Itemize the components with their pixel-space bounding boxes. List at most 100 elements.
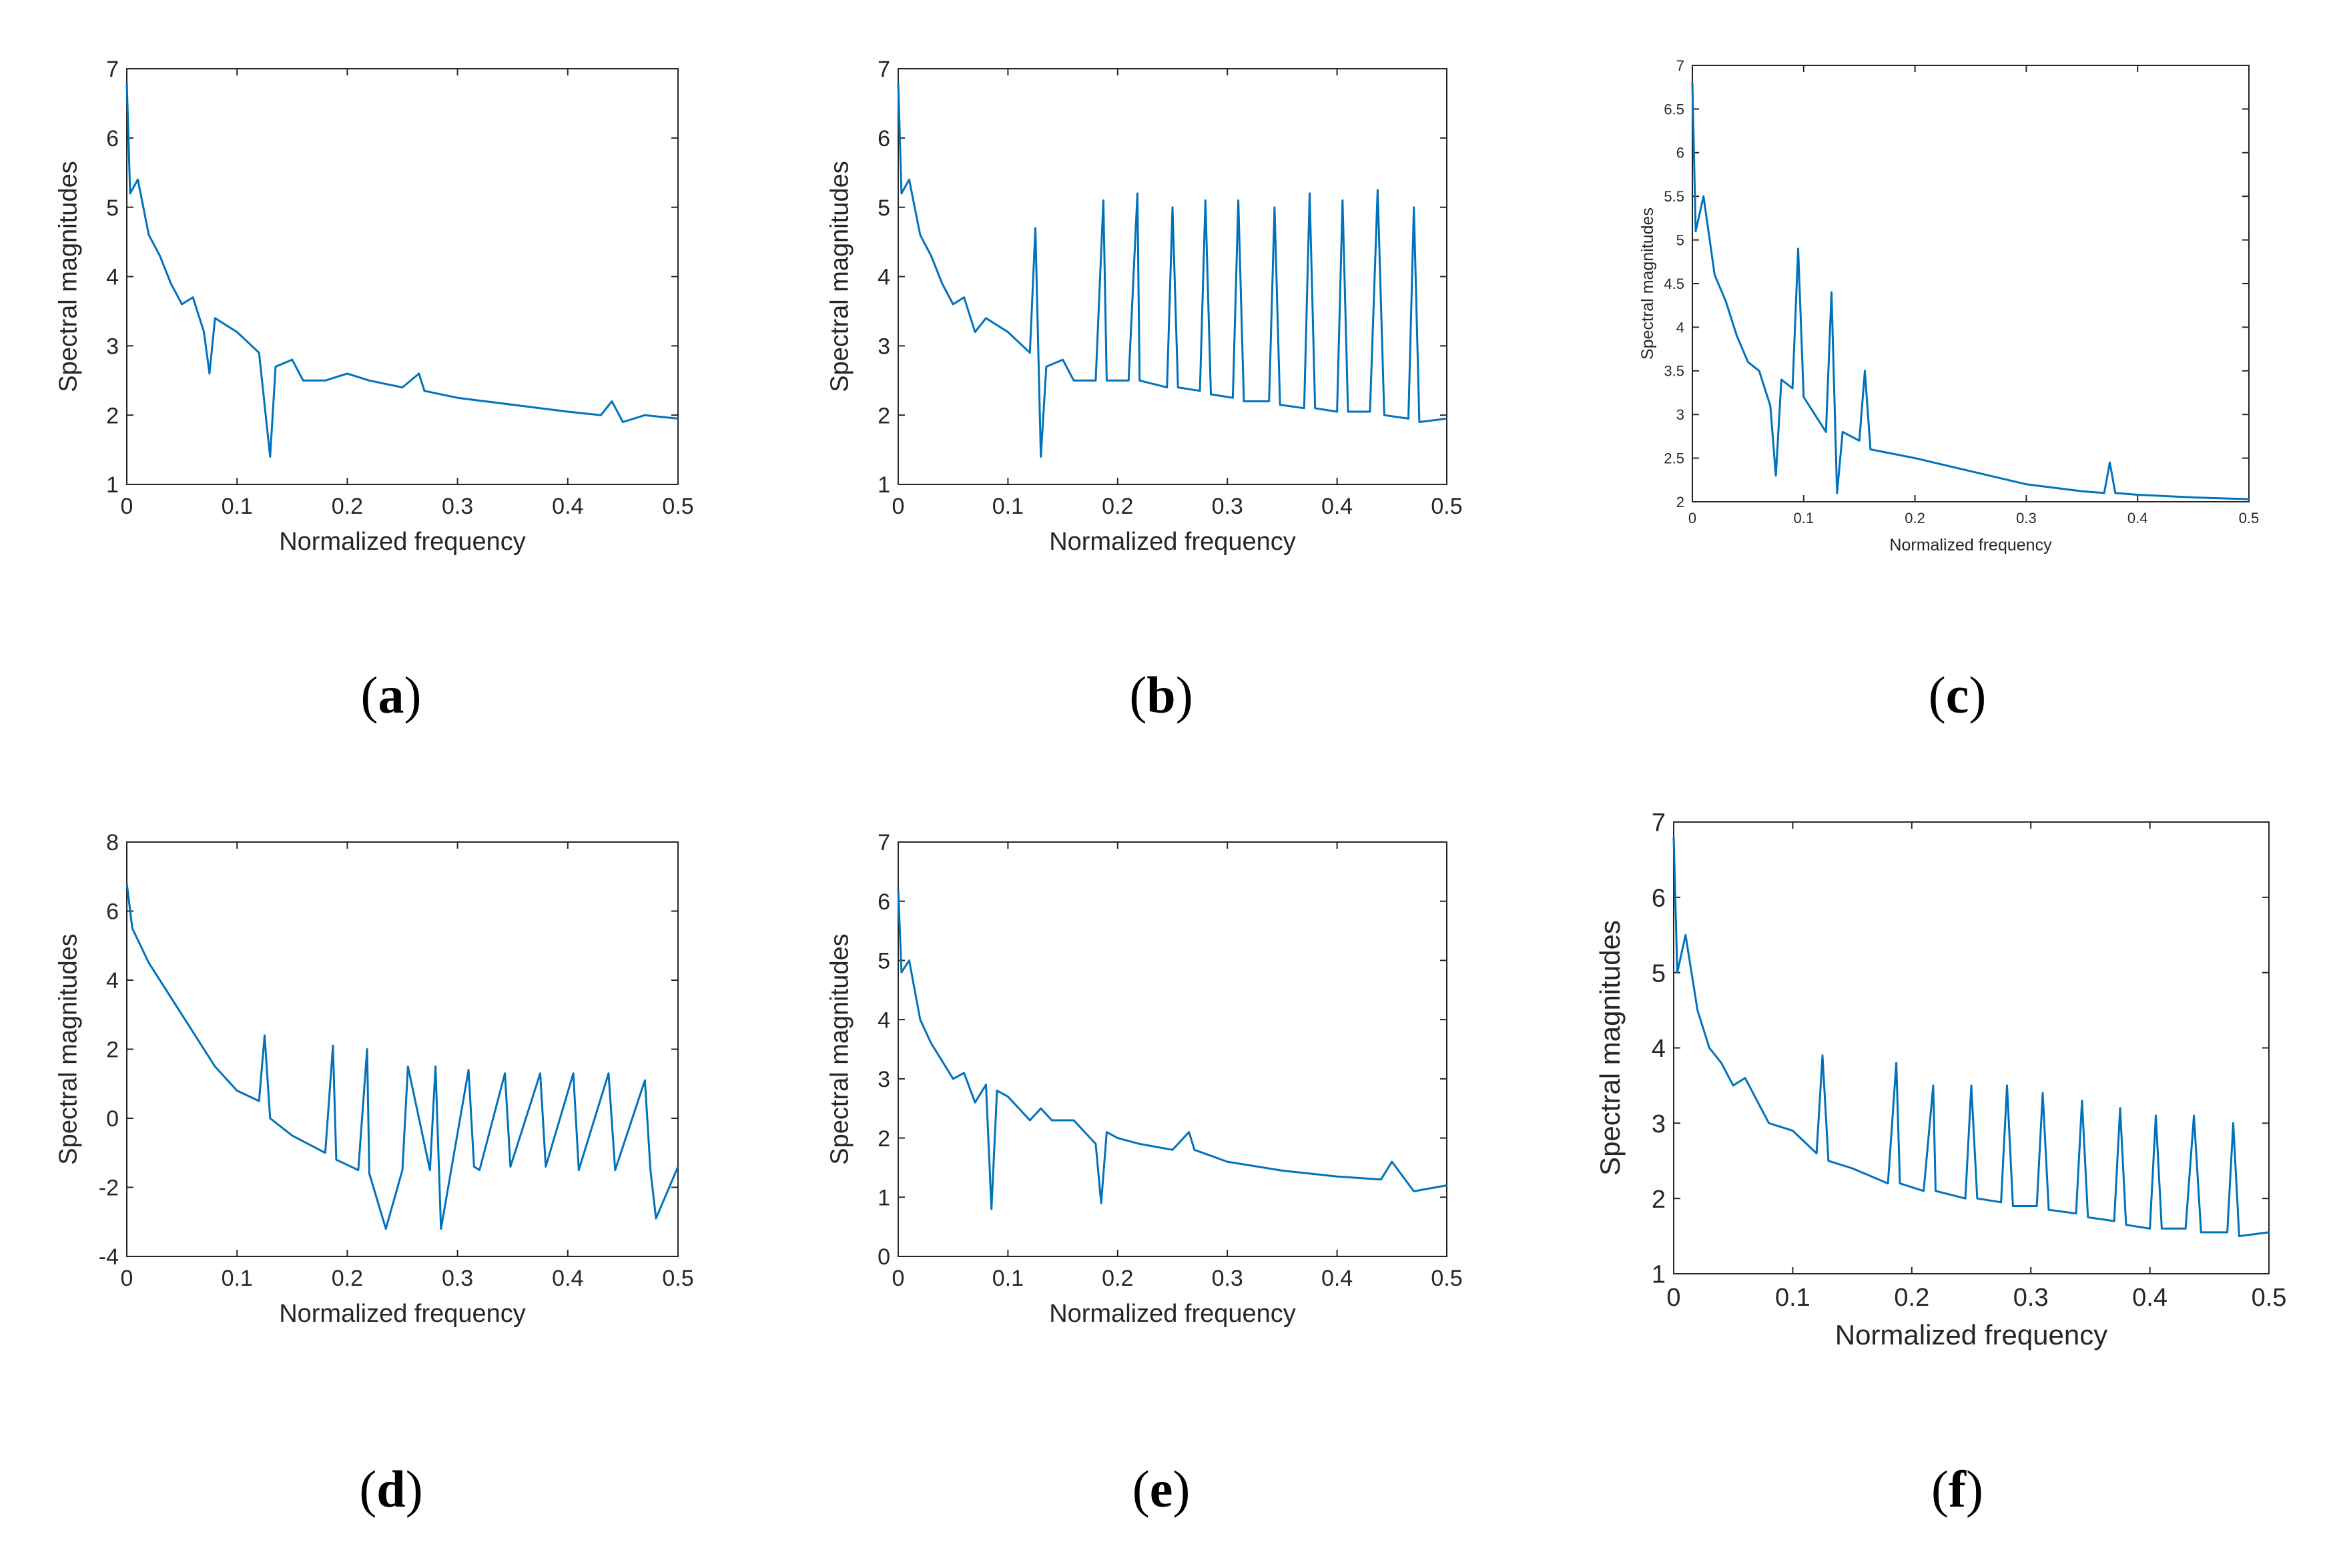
y-tick-label: 6: [878, 889, 890, 915]
panel-f: 0 0.1 0.2 0.3 0.4 0.5 1 2 3 4 5 6 7 Normalized freque…: [1594, 809, 2287, 1518]
y-axis-label: Spectral magnitudes: [1594, 920, 1626, 1176]
caption-close-paren: ): [1966, 1460, 1983, 1518]
x-tick-label: 0.3: [1212, 1266, 1243, 1291]
x-tick-label: 0.2: [1102, 1266, 1133, 1291]
caption-close-paren: ): [1173, 1460, 1190, 1518]
x-tick-label: 0.4: [552, 494, 583, 519]
caption-open-paren: (: [1132, 1460, 1150, 1518]
panel-b: 0 0.1 0.2 0.3 0.4 0.5 1 2 3 4 5 6 7 Normalized freque…: [825, 57, 1462, 724]
caption-open-paren: (: [1929, 666, 1946, 724]
axes-box: [1692, 65, 2250, 502]
y-tick-label: 4: [878, 1008, 890, 1033]
caption-close-paren: ): [1969, 666, 1986, 724]
x-tick-label: 0.2: [332, 1266, 363, 1291]
y-tick-label: 3: [1652, 1110, 1666, 1138]
y-tick-label: 2: [878, 403, 890, 428]
panel-e: 0 0.1 0.2 0.3 0.4 0.5 0 1 2 3 4 5 6 7 Normalized frequ…: [825, 830, 1462, 1518]
y-tick-label: 4: [878, 265, 890, 290]
caption-close-paren: ): [406, 1460, 423, 1518]
y-tick-label: 0: [106, 1106, 119, 1132]
y-tick-label: 7: [878, 830, 890, 855]
caption-letter: f: [1949, 1460, 1967, 1518]
x-axis-label: Normalized frequency: [1049, 1300, 1296, 1328]
x-tick-label: 0.3: [2016, 510, 2037, 526]
caption-letter: e: [1150, 1460, 1173, 1518]
x-tick-label: 0.1: [1794, 510, 1814, 526]
y-tick-label: 1: [1652, 1261, 1666, 1289]
y-tick-label: 6: [1652, 885, 1666, 913]
series-line: [125, 883, 679, 1230]
y-tick-label: 2: [878, 1126, 890, 1152]
y-tick-label: 3.5: [1664, 363, 1684, 380]
panel-a: 0 0.1 0.2 0.3 0.4 0.5 1 2 3 4 5 6 7 Normalized freque…: [54, 57, 693, 724]
y-tick-label: 5: [106, 195, 119, 221]
x-axis-label: Normalized frequency: [1835, 1319, 2108, 1350]
y-tick-label: 3: [878, 334, 890, 360]
x-tick-label: 0: [1688, 510, 1696, 526]
y-tick-label: 2: [106, 1038, 119, 1063]
x-tick-label: 0.5: [1431, 1266, 1462, 1291]
y-tick-label: 6: [1676, 145, 1684, 161]
y-tick-label: 5: [1652, 959, 1666, 988]
y-tick-label: 8: [106, 830, 119, 855]
axes-box: [898, 841, 1447, 1257]
y-tick-label: 5: [878, 195, 890, 221]
x-axis-label: Normalized frequency: [279, 528, 526, 556]
panel-caption: (a): [361, 666, 422, 724]
y-tick-label: 3: [878, 1067, 890, 1092]
caption-close-paren: ): [1176, 666, 1193, 724]
series-line: [125, 82, 679, 458]
y-tick-label: 6: [106, 899, 119, 925]
y-tick-label: 7: [1676, 57, 1684, 74]
x-tick-label: 0: [892, 1266, 905, 1291]
y-tick-label: 6: [106, 126, 119, 151]
caption-open-paren: (: [359, 1460, 376, 1518]
y-tick-label: 4: [1652, 1035, 1666, 1063]
y-tick-label: 1: [106, 472, 119, 498]
axes-box: [126, 841, 679, 1257]
x-tick-label: 0: [121, 1266, 133, 1291]
series-line: [1672, 837, 2270, 1238]
y-tick-label: 2.5: [1664, 450, 1684, 467]
y-tick-label: 3: [106, 334, 119, 360]
x-tick-label: 0.2: [1102, 494, 1133, 519]
y-tick-label: 7: [1652, 809, 1666, 837]
y-tick-label: 4: [1676, 319, 1684, 336]
panel-c: 0 0.1 0.2 0.3 0.4 0.5 2 2.5 3 3.5 4 4.5 5 5.5 6 6.5 7 Nor…: [1638, 57, 2259, 724]
caption-letter: c: [1946, 666, 1969, 724]
x-tick-label: 0: [892, 494, 905, 519]
x-tick-label: 0.2: [332, 494, 363, 519]
y-axis-label: Spectral magnitudes: [825, 161, 854, 392]
panel-caption: (d): [359, 1460, 422, 1518]
x-tick-label: 0.1: [992, 494, 1024, 519]
x-tick-label: 0.4: [1321, 494, 1353, 519]
x-tick-label: 0.3: [442, 1266, 473, 1291]
x-tick-label: 0: [1666, 1284, 1680, 1312]
panel-d: 0 0.1 0.2 0.3 0.4 0.5 -4 -2 0 2 4 6 8 Normalized freq…: [54, 830, 693, 1518]
x-tick-label: 0.2: [1905, 510, 1925, 526]
axes-box: [1673, 821, 2270, 1274]
y-tick-label: 2: [106, 403, 119, 428]
series-line: [1691, 83, 2250, 500]
series-line: [897, 82, 1447, 458]
panel-caption: (b): [1129, 666, 1193, 724]
x-tick-label: 0.1: [222, 494, 253, 519]
x-tick-label: 0.5: [662, 494, 693, 519]
y-tick-label: 7: [878, 57, 890, 82]
y-axis-label: Spectral magnitudes: [1638, 208, 1657, 360]
x-axis-label: Normalized frequency: [1049, 528, 1296, 556]
x-tick-label: 0.4: [552, 1266, 583, 1291]
y-tick-label: 2: [1676, 494, 1684, 510]
y-tick-label: 5: [878, 949, 890, 974]
x-tick-label: 0: [121, 494, 133, 519]
y-axis-label: Spectral magnitudes: [825, 933, 854, 1164]
y-tick-label: 4.5: [1664, 276, 1684, 292]
y-tick-label: 4: [106, 968, 119, 994]
x-tick-label: 0.3: [2013, 1284, 2049, 1312]
x-axis-label: Normalized frequency: [279, 1300, 526, 1328]
caption-close-paren: ): [404, 666, 422, 724]
y-axis-label: Spectral magnitudes: [54, 933, 82, 1164]
x-tick-label: 0.3: [442, 494, 473, 519]
y-axis-label: Spectral magnitudes: [54, 161, 82, 392]
y-tick-label: 4: [106, 265, 119, 290]
